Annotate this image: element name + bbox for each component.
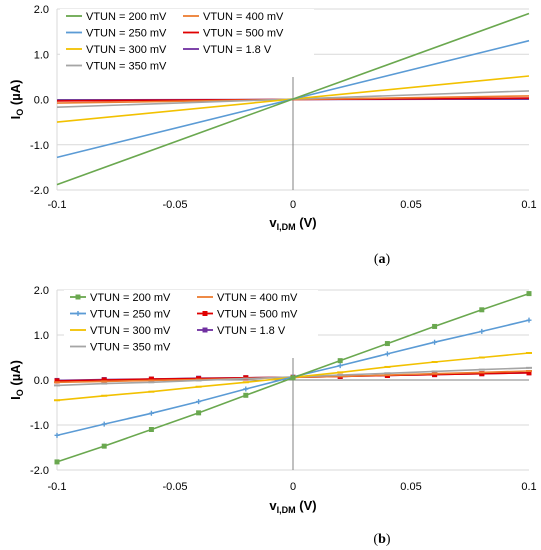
x-tick-label: 0 xyxy=(290,481,296,493)
data-point xyxy=(526,317,532,323)
data-point xyxy=(432,323,438,329)
legend: VTUN = 200 mV VTUN = 400 mV VTUN = 250 mV V… xyxy=(60,9,314,77)
data-point xyxy=(384,351,390,357)
legend-label: VTUN = 250 mV xyxy=(86,28,167,40)
legend-label: VTUN = 400 mV xyxy=(217,292,298,304)
data-point xyxy=(148,376,154,382)
x-tick-label: -0.05 xyxy=(162,199,187,211)
x-axis-label: vI,DM (V) xyxy=(269,498,316,515)
data-point xyxy=(101,421,107,427)
y-tick-label: 2.0 xyxy=(34,285,49,297)
data-point xyxy=(54,459,60,465)
y-tick-label: 2.0 xyxy=(34,4,49,16)
data-point xyxy=(101,443,107,449)
legend-label: VTUN = 350 mV xyxy=(86,61,167,73)
legend-label: VTUN = 300 mV xyxy=(86,44,167,56)
y-tick-label: 0.0 xyxy=(34,95,49,107)
x-tick-label: -0.1 xyxy=(48,481,67,493)
data-point xyxy=(479,328,485,334)
subfigure-caption: (b) xyxy=(373,532,390,547)
chart-b: 2.0 1.0 0.0 -1.0 -2.0 -0.1 -0.05 0 0.05 0.1 VTUN =… xyxy=(8,285,537,547)
data-point xyxy=(337,363,343,369)
data-point xyxy=(196,410,202,416)
data-point xyxy=(526,291,532,297)
data-point xyxy=(384,341,390,347)
data-point xyxy=(54,378,60,384)
data-point xyxy=(243,386,249,392)
legend-label: VTUN = 1.8 V xyxy=(203,44,272,56)
legend-label: VTUN = 200 mV xyxy=(86,11,167,23)
data-point xyxy=(290,375,296,381)
data-point xyxy=(148,427,154,432)
legend-label: VTUN = 300 mV xyxy=(90,325,171,337)
data-point xyxy=(54,432,60,438)
series-line xyxy=(56,12,530,186)
y-axis-label: IO (µA) xyxy=(8,360,25,400)
y-tick-label: 1.0 xyxy=(34,49,49,61)
legend-label: VTUN = 500 mV xyxy=(217,309,298,321)
legend-marker xyxy=(202,311,208,316)
y-tick-label: -2.0 xyxy=(30,465,49,477)
legend-box xyxy=(64,290,318,358)
legend-label: VTUN = 200 mV xyxy=(90,292,171,304)
legend-label: VTUN = 1.8 V xyxy=(217,325,286,337)
x-tick-label: -0.1 xyxy=(48,199,67,211)
y-tick-label: 0.0 xyxy=(34,375,49,387)
data-point xyxy=(337,358,343,364)
legend-marker xyxy=(75,294,81,300)
legend-label: VTUN = 250 mV xyxy=(90,309,171,321)
data-point xyxy=(526,370,532,376)
y-tick-label: -1.0 xyxy=(30,140,49,152)
y-tick-label: -1.0 xyxy=(30,420,49,432)
legend-label: VTUN = 500 mV xyxy=(203,28,284,40)
data-point xyxy=(148,410,154,416)
x-tick-label: 0.05 xyxy=(400,481,421,493)
y-tick-label: -2.0 xyxy=(30,185,49,197)
y-tick-label: 1.0 xyxy=(34,330,49,342)
legend: VTUN = 200 mV VTUN = 400 mV VTUN = 250 mV V… xyxy=(64,290,318,358)
data-point xyxy=(101,377,107,383)
data-point xyxy=(479,307,485,313)
legend-label: VTUN = 350 mV xyxy=(90,342,171,354)
x-tick-label: 0.1 xyxy=(521,199,536,211)
legend-marker xyxy=(202,327,208,333)
data-point xyxy=(196,399,202,405)
x-tick-label: 0 xyxy=(290,199,296,211)
data-point xyxy=(243,392,249,398)
legend-box xyxy=(60,9,314,77)
legend-label: VTUN = 400 mV xyxy=(203,11,284,23)
chart-a: 2.0 1.0 0.0 -1.0 -2.0 -0.1 -0.05 0 0.05 0.1 VTUN =… xyxy=(8,4,537,267)
x-tick-label: -0.05 xyxy=(162,481,187,493)
subfigure-caption: (a) xyxy=(374,252,391,267)
x-tick-label: 0.05 xyxy=(400,199,421,211)
data-point xyxy=(479,371,485,377)
y-axis-label: IO (µA) xyxy=(8,80,25,120)
legend-marker xyxy=(75,311,81,316)
x-axis-label: vI,DM (V) xyxy=(269,215,316,232)
x-tick-label: 0.1 xyxy=(521,481,536,493)
data-point xyxy=(432,339,438,345)
